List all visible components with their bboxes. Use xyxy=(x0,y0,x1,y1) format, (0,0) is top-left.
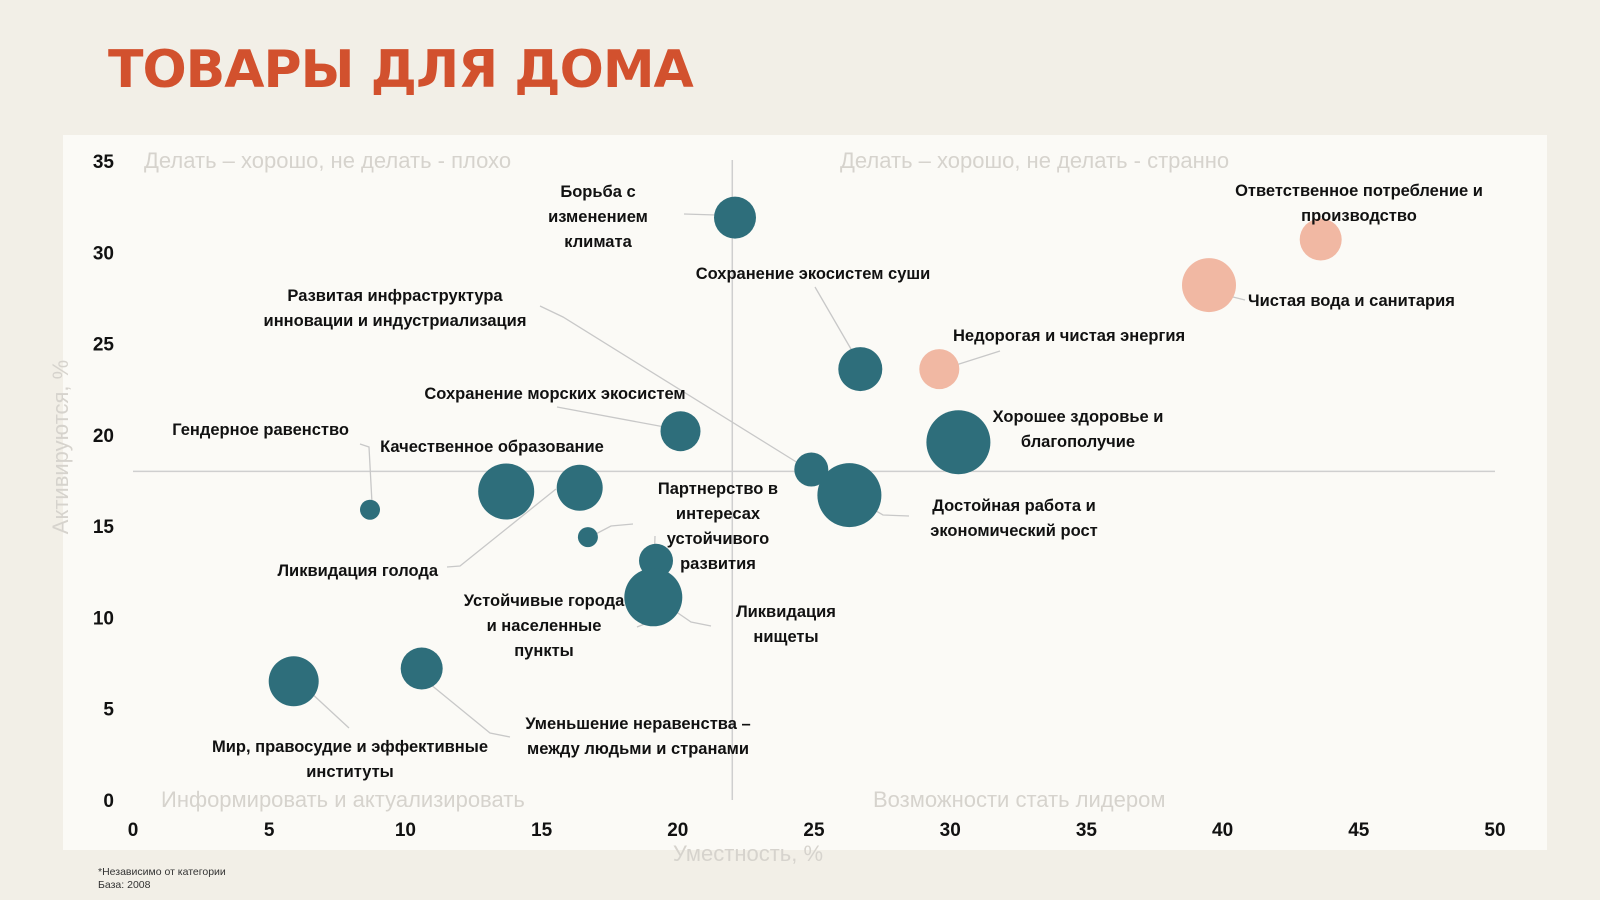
point-label: Достойная работа и экономический рост xyxy=(930,497,1097,540)
y-tick-label: 0 xyxy=(103,791,114,812)
leader-line xyxy=(429,683,511,738)
point-label: Сохранение морских экосистем xyxy=(424,385,685,403)
x-tick-label: 10 xyxy=(395,820,416,841)
point-label: Уменьшение неравенства – между людьми и с… xyxy=(525,715,750,758)
bubble-point xyxy=(838,347,883,392)
bubble-point xyxy=(919,349,960,390)
quadrant-label-bottom-right: Возможности стать лидером xyxy=(873,787,1165,812)
quadrant-labels: Делать – хорошо, не делать - плохо Делать… xyxy=(144,148,1229,812)
chart-panel xyxy=(63,135,1547,850)
quadrant-label-top-right: Делать – хорошо, не делать - странно xyxy=(840,148,1229,173)
point-labels: Борьба с изменением климата Ответственное п… xyxy=(172,182,1483,781)
bubble-point xyxy=(577,527,598,548)
x-tick-label: 20 xyxy=(667,820,688,841)
x-tick-label: 25 xyxy=(803,820,825,841)
footnote-base: База: 2008 xyxy=(98,879,151,891)
axis-ticks: 0 5 10 15 20 25 30 35 40 45 50 0 5 10 15 20 25 30 35 xyxy=(93,152,1506,841)
bubble-point xyxy=(817,463,882,528)
leader-line xyxy=(359,443,373,504)
bubble-point xyxy=(624,568,683,627)
x-tick-label: 35 xyxy=(1076,820,1098,841)
x-tick-label: 45 xyxy=(1348,820,1370,841)
y-tick-label: 20 xyxy=(93,426,114,447)
point-label: Партнерство в интересах устойчивого развити… xyxy=(658,480,778,573)
y-tick-label: 35 xyxy=(93,152,115,173)
point-label: Борьба с изменением климата xyxy=(548,183,648,251)
point-label: Ответственное потребление и производство xyxy=(1235,182,1483,225)
y-axis-label: Активируются, % xyxy=(48,360,73,534)
point-label: Ликвидация голода xyxy=(277,562,438,580)
bubble-point xyxy=(400,647,443,690)
leader-line xyxy=(683,213,717,216)
footnote-note: *Независимо от категории xyxy=(98,866,226,878)
footnote: *Независимо от категории База: 2008 xyxy=(98,866,226,892)
y-tick-label: 25 xyxy=(93,335,115,356)
bubble-point xyxy=(478,463,535,520)
leader-line xyxy=(556,406,671,429)
bubble-point xyxy=(1299,218,1342,261)
point-label: Устойчивые города и населенные пункты xyxy=(464,592,625,660)
leader-line xyxy=(955,350,1001,366)
bubble-point xyxy=(714,196,756,239)
point-label: Гендерное равенство xyxy=(172,421,349,439)
page-title: ТОВАРЫ ДЛЯ ДОМА xyxy=(108,40,694,100)
x-tick-label: 50 xyxy=(1484,820,1505,841)
bubble-point xyxy=(360,499,380,520)
bubbles xyxy=(268,196,1342,707)
point-label: Качественное образование xyxy=(380,438,604,456)
leader-line xyxy=(539,305,799,464)
point-label: Хорошее здоровье и благополучие xyxy=(993,408,1164,451)
point-label: Развитая инфраструктура инновации и индус… xyxy=(264,287,527,330)
bubble-point xyxy=(556,464,603,511)
x-tick-label: 40 xyxy=(1212,820,1233,841)
quadrant-label-bottom-left: Информировать и актуализировать xyxy=(161,787,525,812)
y-tick-label: 10 xyxy=(93,608,114,629)
bubble-point xyxy=(268,656,319,707)
bubble-point xyxy=(1182,258,1236,313)
point-label: Чистая вода и санитария xyxy=(1248,292,1455,310)
point-label: Мир, правосудие и эффективные институты xyxy=(212,738,488,781)
y-tick-label: 30 xyxy=(93,243,114,264)
point-label: Сохранение экосистем суши xyxy=(696,265,931,283)
quadrant-label-top-left: Делать – хорошо, не делать - плохо xyxy=(144,148,511,173)
leader-line xyxy=(446,488,557,568)
x-tick-label: 30 xyxy=(940,820,961,841)
x-tick-label: 15 xyxy=(531,820,553,841)
x-axis-label: Уместность, % xyxy=(673,841,823,866)
point-label: Ликвидация нищеты xyxy=(736,603,836,646)
x-tick-label: 0 xyxy=(128,820,139,841)
y-tick-label: 5 xyxy=(103,700,114,721)
bubble-point xyxy=(660,411,701,452)
x-tick-label: 5 xyxy=(264,820,275,841)
point-label: Недорогая и чистая энергия xyxy=(953,327,1185,345)
y-tick-label: 15 xyxy=(93,517,115,538)
bubble-point xyxy=(794,452,829,487)
bubble-point xyxy=(926,410,991,475)
leader-line xyxy=(308,690,350,729)
